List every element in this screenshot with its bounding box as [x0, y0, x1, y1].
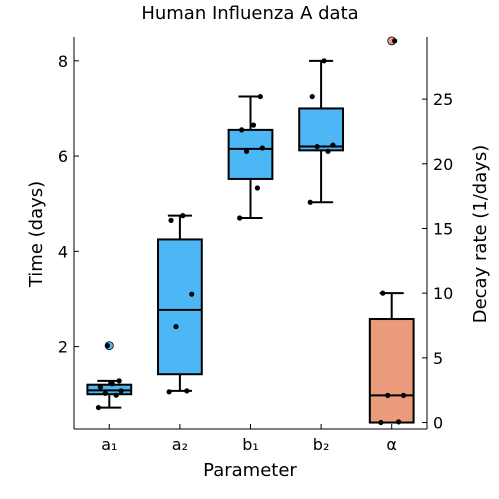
data-point [168, 217, 174, 223]
data-point [321, 58, 327, 64]
box-3 [298, 107, 344, 152]
y-left-tick-label: 4 [58, 242, 68, 261]
data-point [104, 343, 110, 349]
data-point [109, 381, 115, 387]
y-right-tick-label: 5 [433, 349, 443, 368]
data-point [395, 419, 402, 425]
data-point [309, 93, 315, 100]
box-4 [368, 318, 415, 424]
data-point [400, 392, 407, 398]
x-tick-label: a₁ [101, 435, 117, 454]
data-point [330, 142, 336, 148]
data-point [243, 148, 250, 154]
x-axis-label: Parameter [203, 460, 297, 481]
data-point [189, 291, 195, 297]
data-point [259, 145, 265, 151]
data-point [95, 404, 102, 411]
box-2 [227, 128, 274, 180]
y-left-tick-label: 6 [58, 147, 68, 166]
data-point [102, 390, 108, 396]
data-point [325, 148, 331, 154]
y-axis-label-left: Time (days) [26, 181, 47, 288]
y-left-tick-label: 8 [58, 52, 68, 71]
box-1 [157, 238, 203, 376]
data-point [166, 389, 172, 395]
x-tick-label: b₂ [313, 435, 330, 454]
data-point [307, 199, 313, 205]
y-right-tick-label: 10 [433, 284, 453, 303]
x-tick-label: b₁ [242, 435, 259, 454]
data-point [380, 290, 386, 296]
y-right-tick-label: 20 [433, 155, 453, 174]
data-point [118, 388, 124, 394]
data-point [180, 213, 186, 219]
x-tick-label: α [386, 435, 397, 454]
y-right-tick-label: 15 [433, 219, 453, 238]
x-tick-label: a₂ [172, 435, 188, 454]
data-point [392, 38, 398, 44]
data-point [113, 392, 119, 398]
data-point [184, 388, 190, 394]
y-right-tick-label: 25 [433, 90, 453, 109]
data-point [257, 93, 263, 100]
chart-title: Human Influenza A data [141, 3, 358, 24]
data-point [173, 323, 179, 330]
data-point [385, 392, 391, 398]
data-point [250, 122, 257, 128]
y-axis-label-right: Decay rate (1/days) [470, 145, 491, 324]
y-left-tick-label: 2 [58, 338, 68, 357]
data-point [254, 185, 260, 191]
y-right-tick-label: 0 [433, 414, 443, 433]
data-point [239, 127, 245, 133]
data-point [378, 419, 384, 426]
data-point [237, 215, 243, 221]
data-point [314, 143, 320, 150]
data-point [116, 378, 122, 384]
data-point [97, 384, 104, 390]
